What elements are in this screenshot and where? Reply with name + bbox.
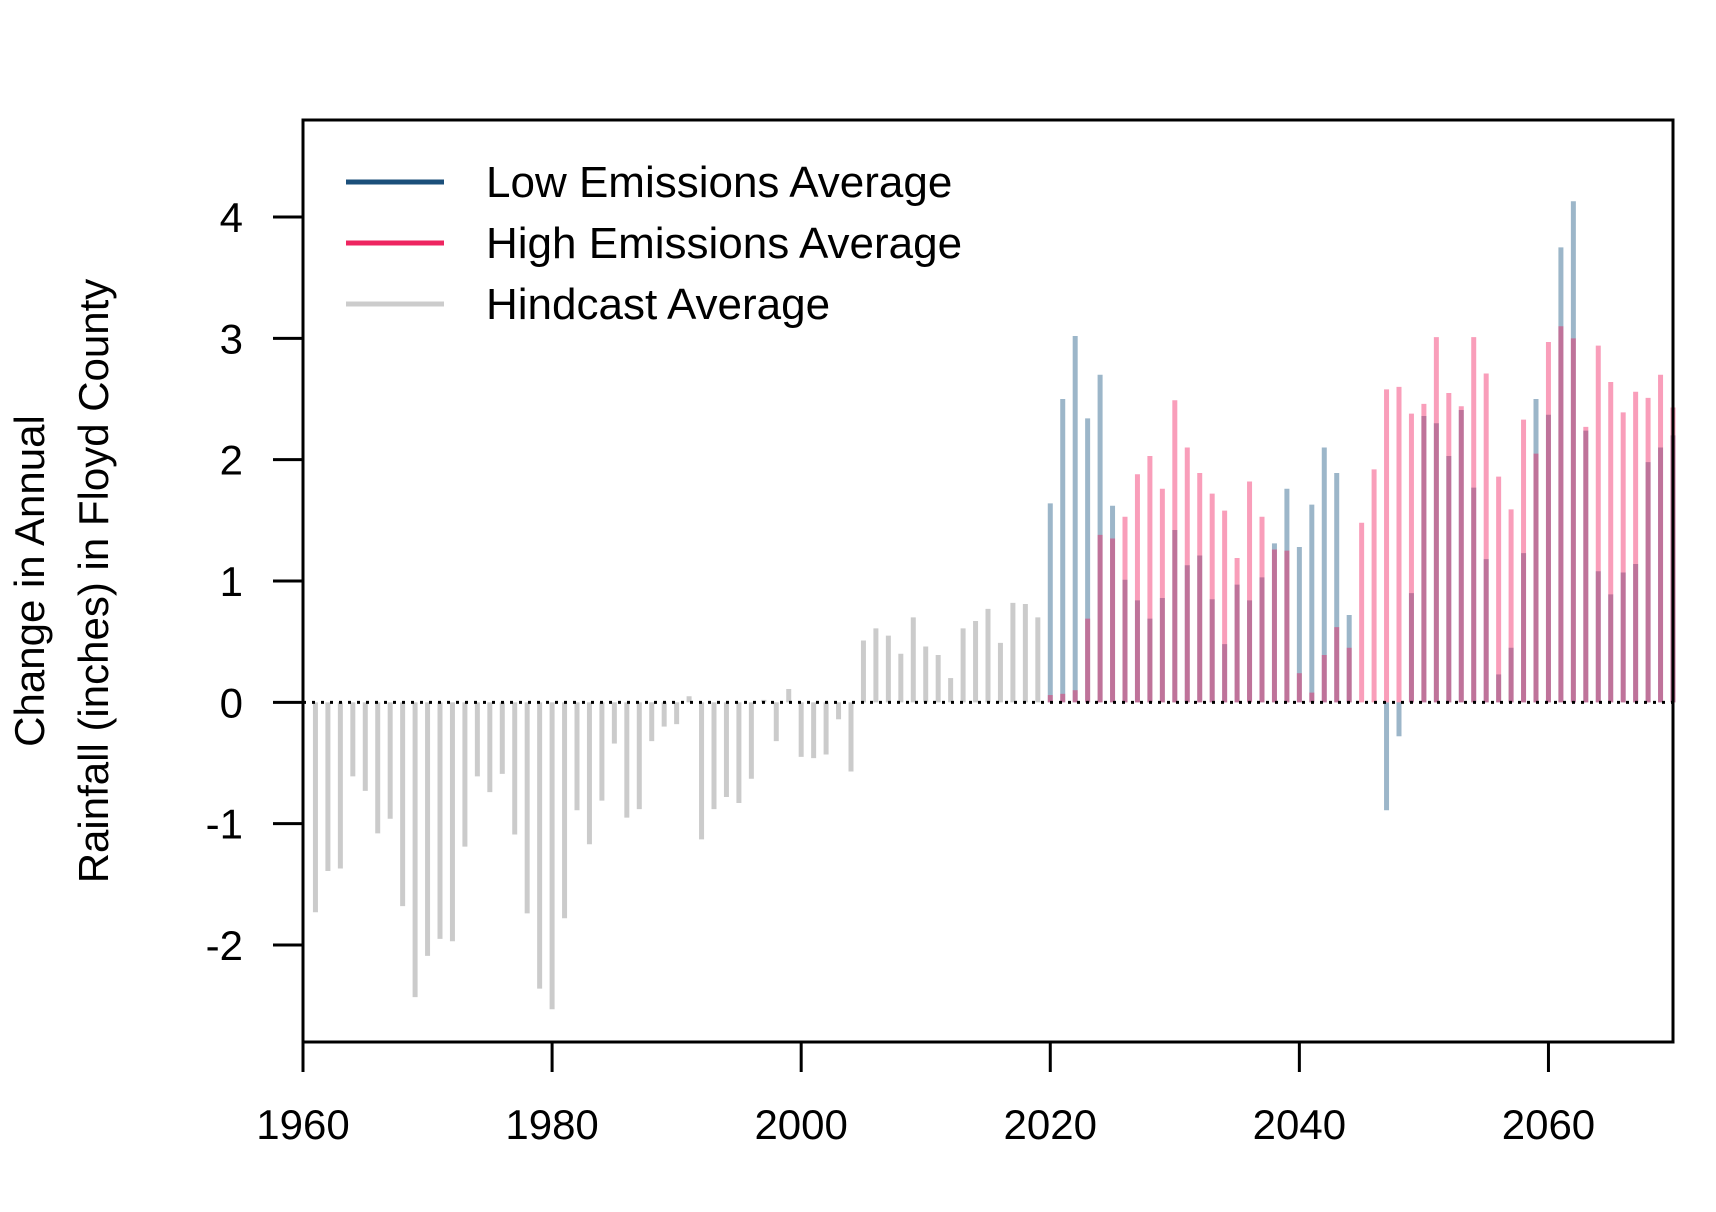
y-axis-label-line-1: Change in Annual bbox=[6, 415, 53, 747]
x-tick-label: 2000 bbox=[754, 1101, 847, 1148]
y-axis-label-line-2: Rainfall (inches) in Floyd County bbox=[70, 279, 117, 884]
legend-label: Low Emissions Average bbox=[486, 158, 952, 207]
y-tick-label: 3 bbox=[220, 315, 243, 362]
legend-label: High Emissions Average bbox=[486, 219, 962, 268]
legend: Low Emissions Average High Emissions Aver… bbox=[346, 158, 962, 329]
y-tick-label: -1 bbox=[206, 801, 243, 848]
y-tick-label: 4 bbox=[220, 194, 243, 241]
y-axis: -2 -1 0 1 2 3 4 bbox=[206, 194, 305, 969]
low-emissions-series bbox=[1047, 201, 1676, 811]
legend-item-high-emissions: High Emissions Average bbox=[346, 219, 962, 268]
x-tick-label: 2040 bbox=[1253, 1101, 1346, 1148]
y-tick-label: -2 bbox=[206, 922, 243, 969]
x-axis: 1960 1980 2000 2020 2040 2060 bbox=[256, 1040, 1673, 1148]
y-tick-label: 2 bbox=[220, 437, 243, 484]
legend-label: Hindcast Average bbox=[486, 280, 830, 329]
y-axis-label: Change in Annual Rainfall (inches) in Fl… bbox=[6, 279, 117, 884]
x-tick-label: 1980 bbox=[505, 1101, 598, 1148]
y-tick-label: 1 bbox=[220, 558, 243, 605]
hindcast-series bbox=[312, 602, 1041, 1010]
legend-item-low-emissions: Low Emissions Average bbox=[346, 158, 952, 207]
y-tick-label: 0 bbox=[220, 679, 243, 726]
x-tick-label: 2060 bbox=[1502, 1101, 1595, 1148]
legend-item-hindcast: Hindcast Average bbox=[346, 280, 830, 329]
x-tick-label: 1960 bbox=[256, 1101, 349, 1148]
high-emissions-series bbox=[1047, 326, 1676, 703]
x-tick-label: 2020 bbox=[1004, 1101, 1097, 1148]
